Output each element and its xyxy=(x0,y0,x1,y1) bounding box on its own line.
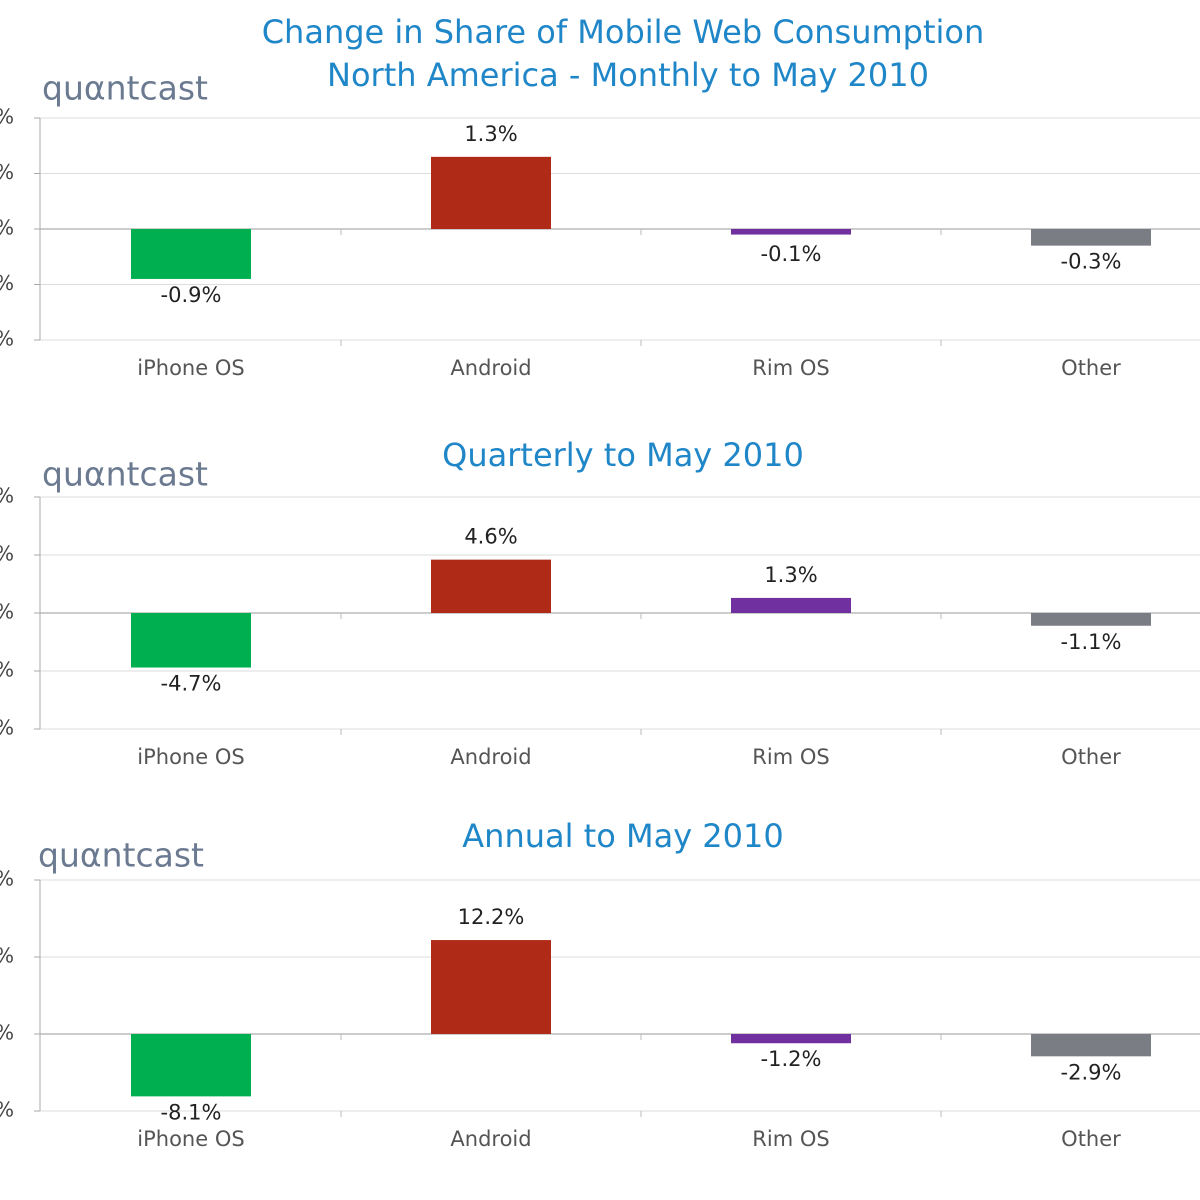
bar xyxy=(431,559,551,613)
y-tick-label: -1% xyxy=(0,271,14,295)
bar xyxy=(1031,229,1151,246)
value-label: -0.9% xyxy=(161,283,222,307)
bar xyxy=(731,597,851,613)
y-tick-label: -2% xyxy=(0,327,14,351)
x-tick-label: Android xyxy=(450,356,531,380)
chart-title: Change in Share of Mobile Web Consumptio… xyxy=(262,13,985,51)
value-label: -8.1% xyxy=(161,1100,222,1124)
x-tick-label: Android xyxy=(450,745,531,769)
value-label: -2.9% xyxy=(1061,1060,1122,1084)
value-label: 1.3% xyxy=(464,122,517,146)
y-tick-label: -5% xyxy=(0,658,14,682)
watermark: quαntcast xyxy=(42,455,208,494)
y-tick-label: 10% xyxy=(0,944,14,968)
value-label: -1.1% xyxy=(1061,630,1122,654)
x-tick-label: Other xyxy=(1061,745,1121,769)
y-tick-label: 0% xyxy=(0,216,14,240)
chart-title: Annual to May 2010 xyxy=(462,817,783,855)
y-tick-label: 0% xyxy=(0,1021,14,1045)
x-tick-label: iPhone OS xyxy=(137,1127,244,1151)
bar xyxy=(131,613,251,668)
chart-subtitle: North America - Monthly to May 2010 xyxy=(327,56,929,94)
value-label: -4.7% xyxy=(161,672,222,696)
x-tick-label: iPhone OS xyxy=(137,356,244,380)
value-label: -0.1% xyxy=(761,242,822,266)
x-tick-label: Rim OS xyxy=(752,356,829,380)
value-label: 1.3% xyxy=(764,563,817,587)
y-tick-label: 2% xyxy=(0,105,14,129)
x-tick-label: Other xyxy=(1061,1127,1121,1151)
value-label: 4.6% xyxy=(464,525,517,549)
x-tick-label: Rim OS xyxy=(752,745,829,769)
watermark: quαntcast xyxy=(42,69,208,108)
y-tick-label: -10% xyxy=(0,716,14,740)
bar xyxy=(1031,613,1151,626)
bar xyxy=(731,1034,851,1044)
x-tick-label: iPhone OS xyxy=(137,745,244,769)
bar xyxy=(1031,1034,1151,1057)
y-tick-label: 0% xyxy=(0,600,14,624)
value-label: 12.2% xyxy=(458,905,525,929)
y-tick-label: 10% xyxy=(0,484,14,508)
bar xyxy=(431,156,551,229)
value-label: -0.3% xyxy=(1061,250,1122,274)
y-tick-label: 5% xyxy=(0,542,14,566)
bar xyxy=(431,940,551,1034)
x-tick-label: Other xyxy=(1061,356,1121,380)
bar xyxy=(131,1034,251,1097)
y-tick-label: 20% xyxy=(0,867,14,891)
x-tick-label: Android xyxy=(450,1127,531,1151)
watermark: quαntcast xyxy=(38,836,204,875)
y-tick-label: 1% xyxy=(0,160,14,184)
value-label: -1.2% xyxy=(761,1047,822,1071)
bar xyxy=(131,229,251,279)
y-tick-label: -10% xyxy=(0,1098,14,1122)
x-tick-label: Rim OS xyxy=(752,1127,829,1151)
chart-title: Quarterly to May 2010 xyxy=(442,436,804,474)
bar xyxy=(731,229,851,235)
